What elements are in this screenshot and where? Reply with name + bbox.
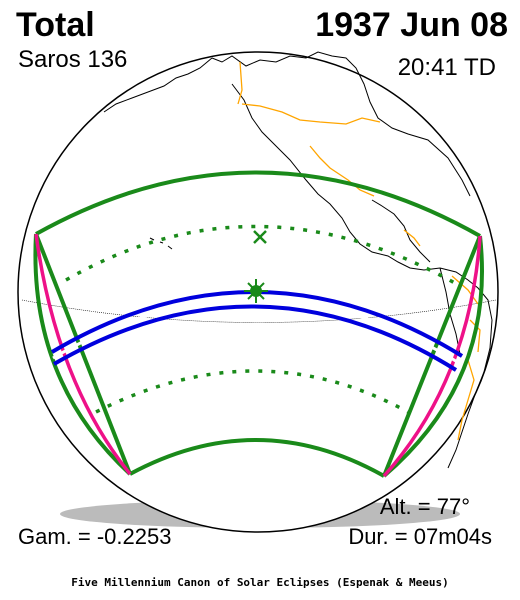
north-america-coastline [103,51,471,271]
penumbra-north-limit [35,170,481,238]
eclipse-type-title: Total [16,6,95,44]
penumbra-west-limit [34,233,132,475]
eclipse-date: 1937 Jun 08 [315,6,508,44]
gamma-value: Gam. = -0.2253 [18,524,172,549]
penumbra-south-limit [129,438,385,478]
totality-south-limit [52,304,458,372]
sunrise-curve [34,233,132,476]
totality-duration: Dur. = 07m04s [348,524,492,549]
sun-altitude: Alt. = 77° [379,494,470,519]
hawaii-islands [149,237,173,250]
magnitude-north-dotted [65,224,461,288]
canon-credit: Five Millennium Canon of Solar Eclipses … [71,576,449,589]
x-icon [253,230,267,244]
penumbra-west-outer-curve [33,233,132,476]
country-borders [237,61,481,441]
saros-series: Saros 136 [18,46,128,73]
penumbra-east-outer-curve [382,235,484,478]
sun-star-icon [244,279,268,303]
greatest-eclipse-time: 20:41 TD [397,54,496,81]
